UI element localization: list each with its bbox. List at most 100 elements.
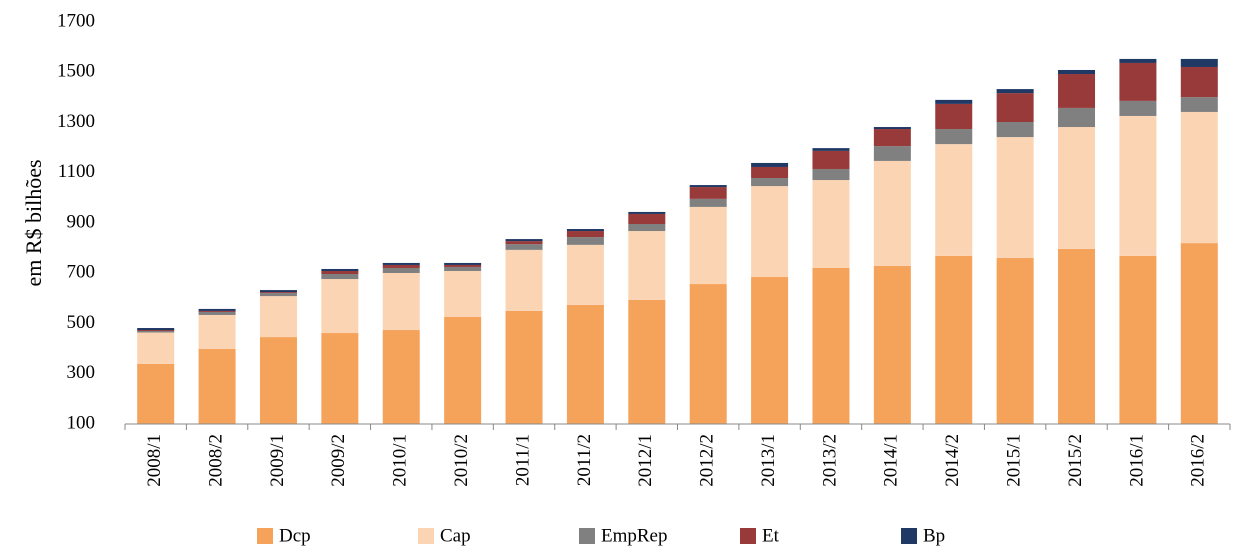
bar-segment — [751, 162, 789, 167]
bar-segment — [137, 363, 175, 424]
x-tick-label: 2016/2 — [1188, 434, 1209, 487]
bar-segment — [1119, 58, 1157, 63]
bar-segment — [444, 266, 482, 271]
bar-segment — [873, 146, 911, 161]
bar-segment — [259, 337, 297, 424]
bar-segment — [566, 244, 604, 305]
bar-segment — [505, 239, 543, 242]
x-tick-label: 2013/2 — [819, 434, 840, 487]
y-tick-label: 1300 — [57, 111, 95, 132]
bar-segment — [505, 244, 543, 250]
bar-segment — [566, 229, 604, 232]
bar-segment — [935, 99, 973, 104]
bar-segment — [259, 293, 297, 297]
bar-segment — [198, 348, 236, 424]
bar-segment — [382, 262, 420, 265]
x-tick-label: 2014/1 — [881, 434, 902, 487]
x-tick-label: 2016/1 — [1126, 434, 1147, 487]
legend-label: Bp — [923, 525, 945, 546]
bar-segment — [996, 137, 1034, 258]
bar-segment — [935, 103, 973, 130]
bar-segment — [198, 311, 236, 315]
bar-segment — [198, 308, 236, 311]
bar-segment — [628, 231, 666, 300]
bar-segment — [689, 185, 727, 188]
bar-segment — [935, 129, 973, 145]
bar-segment — [996, 89, 1034, 94]
x-tick-label: 2010/2 — [451, 434, 472, 487]
y-tick-label: 900 — [67, 211, 96, 232]
legend-label: EmpRep — [601, 525, 668, 546]
bar-segment — [689, 198, 727, 207]
bar-segment — [259, 290, 297, 293]
x-tick-label: 2013/1 — [758, 434, 779, 487]
bar-segment — [628, 299, 666, 424]
bar-segment — [505, 249, 543, 311]
bar-segment — [1058, 248, 1096, 424]
bar-segment — [259, 292, 297, 294]
y-tick-label: 700 — [67, 262, 96, 283]
bar-segment — [566, 231, 604, 238]
bar-segment — [444, 264, 482, 267]
bar-segment — [382, 264, 420, 268]
x-tick-label: 2010/1 — [390, 434, 411, 487]
bar-segment — [382, 267, 420, 273]
bar-segment — [812, 180, 850, 268]
bar-segment — [1180, 97, 1218, 112]
legend-swatch — [257, 528, 273, 544]
y-tick-label: 100 — [67, 412, 96, 433]
bar-segment — [996, 257, 1034, 424]
x-tick-label: 2009/2 — [328, 434, 349, 487]
bar-segment — [751, 277, 789, 424]
bar-segment — [628, 211, 666, 214]
bar-segment — [751, 178, 789, 187]
bar-segment — [1058, 74, 1096, 108]
bar-segment — [505, 241, 543, 245]
bar-segment — [137, 328, 175, 331]
bar-segment — [1180, 66, 1218, 98]
bar-segment — [873, 265, 911, 424]
bar-segment — [996, 121, 1034, 138]
y-tick-label: 1100 — [58, 161, 95, 182]
bar-segment — [1180, 243, 1218, 424]
legend-label: Dcp — [279, 525, 311, 546]
y-tick-label: 500 — [67, 312, 96, 333]
bar-segment — [1058, 107, 1096, 128]
bar-segment — [996, 93, 1034, 122]
bar-segment — [1058, 127, 1096, 249]
y-tick-label: 1500 — [57, 61, 95, 82]
bar-segment — [751, 166, 789, 179]
bar-segment — [873, 160, 911, 266]
bar-segment — [198, 310, 236, 312]
bar-segment — [321, 333, 359, 424]
bar-segment — [628, 213, 666, 225]
y-axis-label: em R$ bilhões — [21, 159, 46, 286]
bar-segment — [321, 279, 359, 334]
x-tick-label: 2012/2 — [697, 434, 718, 487]
bar-segment — [444, 316, 482, 424]
bar-segment — [1058, 69, 1096, 75]
legend-swatch — [418, 528, 434, 544]
x-tick-label: 2011/2 — [574, 434, 595, 486]
x-tick-label: 2008/1 — [144, 434, 165, 487]
bar-segment — [812, 168, 850, 181]
bar-segment — [137, 331, 175, 333]
bar-segment — [566, 304, 604, 424]
bar-segment — [321, 268, 359, 271]
bar-segment — [1180, 58, 1218, 67]
bar-segment — [444, 270, 482, 317]
bar-segment — [628, 224, 666, 232]
bar-segment — [873, 129, 911, 147]
x-tick-label: 2014/2 — [942, 434, 963, 487]
bar-segment — [1119, 115, 1157, 256]
bar-segment — [1119, 255, 1157, 424]
bar-segment — [751, 186, 789, 278]
y-tick-label: 300 — [67, 362, 96, 383]
bar-segment — [1119, 62, 1157, 101]
bar-segment — [935, 255, 973, 424]
bar-segment — [689, 284, 727, 424]
bar-segment — [505, 310, 543, 424]
bar-segment — [1119, 100, 1157, 116]
bar-segment — [689, 187, 727, 199]
